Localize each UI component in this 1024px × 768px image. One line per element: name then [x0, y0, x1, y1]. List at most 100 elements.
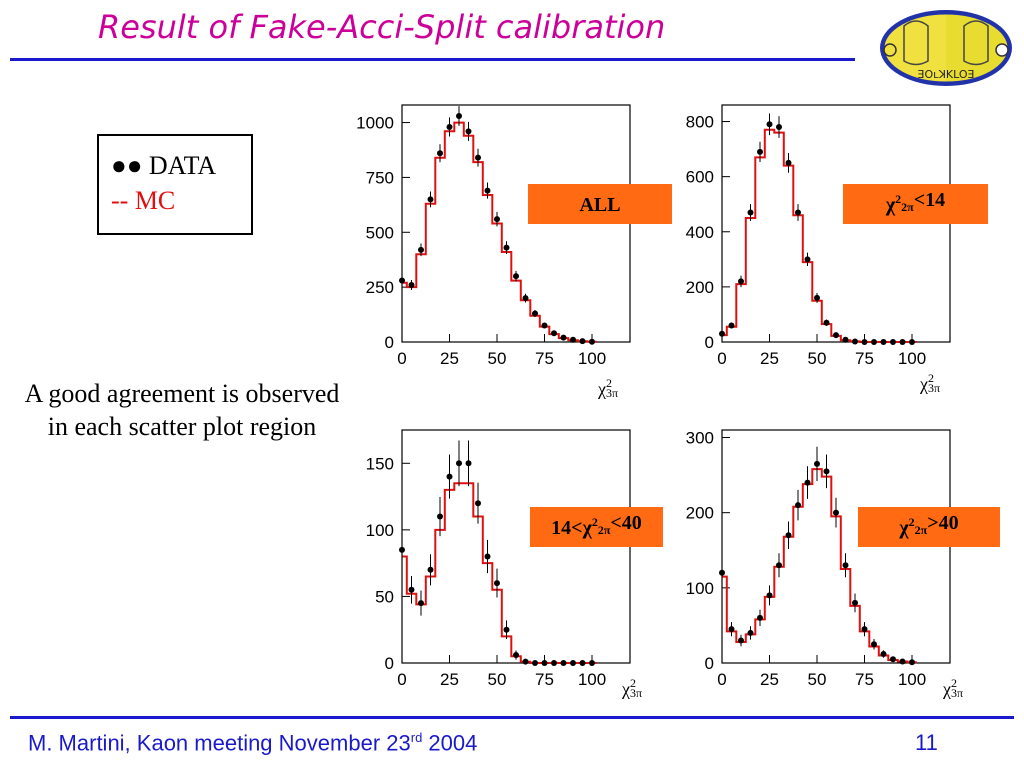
- chart-2-data-point: [738, 278, 744, 285]
- chart-2-data-point: [785, 159, 792, 166]
- chart-2-data-point: [719, 330, 725, 337]
- chart-2-cut-box: [843, 184, 988, 224]
- chart-1-data-point: [446, 123, 453, 130]
- chart-3-data-point: [522, 658, 529, 665]
- slide-title: Result of Fake-Acci-Split calibration: [98, 8, 666, 46]
- chart-2-data-point: [880, 339, 887, 345]
- chart-2-data-point: [861, 339, 868, 345]
- chart-3-data-point: [494, 580, 500, 587]
- chart-3-xtick-label: 75: [535, 670, 554, 689]
- chart-1-xlabel: χ2 3π: [597, 376, 618, 400]
- chart-4-data-point: [899, 658, 906, 665]
- chart-2-data-point: [728, 322, 735, 329]
- chart-4-data-point: [909, 659, 915, 666]
- chart-4-data-point: [814, 460, 820, 467]
- chart-3-data-point: [475, 500, 481, 507]
- chart-3-data-point: [541, 660, 548, 666]
- chart-2-data-point: [804, 256, 811, 263]
- chart-2-data-point: [823, 319, 830, 326]
- chart-1-ytick-label: 500: [366, 223, 394, 242]
- chart-4-xtick-label: 25: [760, 670, 779, 689]
- chart-3-data-point: [513, 652, 519, 659]
- chart-4-data-point: [890, 656, 896, 663]
- chart-1-xtick-label: 100: [578, 349, 606, 368]
- chart-2-data-point: [871, 339, 877, 345]
- chart-4-data-point: [804, 479, 811, 486]
- chart-1-ytick-label: 750: [366, 168, 394, 187]
- chart-2-ytick-label: 600: [686, 168, 714, 187]
- chart-1-xtick-label: 75: [535, 349, 554, 368]
- chart-1-ytick-label: 250: [366, 278, 394, 297]
- chart-3-data-point: [503, 626, 510, 633]
- chart-1-data-point: [570, 336, 576, 343]
- chart-3-xtick-label: 0: [397, 670, 406, 689]
- page-number: 11: [915, 730, 938, 755]
- chart-4-ytick-label: 100: [686, 579, 714, 598]
- chart-2-ytick-label: 200: [686, 278, 714, 297]
- chart-2-xtick-label: 100: [898, 349, 926, 368]
- chart-3-data-point: [570, 660, 576, 666]
- footer-rule: [10, 716, 1014, 719]
- chart-1-cut-box: [528, 184, 672, 224]
- chart-4-data-point: [795, 502, 801, 509]
- chart-4-data-point: [871, 641, 877, 648]
- chart-4-cut-label: χ22π>40: [898, 512, 958, 539]
- logo-text: ƎOʟꓘKLOƎ: [918, 68, 975, 81]
- chart-3-data-point: [437, 513, 443, 520]
- chart-1-cut-label: ALL: [579, 194, 620, 216]
- chart-3-data-point: [532, 660, 538, 666]
- chart-2-data-point: [899, 339, 906, 345]
- chart-2-xtick-label: 25: [760, 349, 779, 368]
- chart-2-data-point: [814, 294, 820, 301]
- chart-3-ytick-label: 50: [375, 587, 394, 606]
- chart-2-data-point: [833, 332, 839, 339]
- chart-3-data-point: [551, 660, 557, 666]
- legend-box: ●● DATA -- MC: [97, 134, 253, 235]
- chart-1-ytick-label: 1000: [356, 114, 394, 133]
- title-underline: [10, 58, 855, 61]
- chart-2-ytick-label: 800: [686, 113, 714, 132]
- chart-4-data-point: [757, 614, 763, 621]
- chart-1-data-point: [541, 322, 548, 329]
- chart-2-data-point: [890, 339, 896, 345]
- chart-2-xtick-label: 50: [808, 349, 827, 368]
- chart-3-data-point: [446, 473, 453, 480]
- chart-2-ytick-label: 0: [705, 333, 714, 352]
- chart-1-data-point: [456, 112, 462, 119]
- chart-1-xtick-label: 50: [488, 349, 507, 368]
- chart-4-data-point: [833, 509, 839, 516]
- chart-2-data-point: [747, 209, 754, 216]
- chart-3-ytick-label: 150: [366, 454, 394, 473]
- footer-meeting-text: M. Martini, Kaon meeting November 23: [28, 730, 411, 756]
- chart-1-data-point: [465, 128, 472, 135]
- chart-3-data-point: [465, 460, 472, 467]
- chart-2-xlabel: χ2 3π: [919, 371, 940, 395]
- chart-3-xtick-label: 50: [488, 670, 507, 689]
- chart-4-data-point: [785, 532, 792, 539]
- chart-1-ytick-label: 0: [385, 333, 394, 352]
- chart-1-data-point: [399, 277, 405, 284]
- chart-1-data-point: [484, 187, 491, 194]
- chart-3-data-point: [579, 660, 586, 666]
- chart-3-ytick-label: 100: [366, 521, 394, 540]
- chart-3-xtick-label: 25: [440, 670, 459, 689]
- chart-2-data-point: [909, 339, 915, 345]
- chart-3-xtick-label: 100: [578, 670, 606, 689]
- footer-author: M. Martini, Kaon meeting November 23rd 2…: [28, 730, 477, 756]
- chart-4-data-point: [747, 629, 754, 636]
- footer-year: 2004: [422, 730, 478, 756]
- chart-4-data-point: [766, 592, 773, 599]
- chart-1-data-point: [522, 295, 529, 302]
- chart-1-mc-series: [402, 121, 597, 343]
- chart-4-data-point: [842, 562, 849, 569]
- chart-4-data-point: [823, 468, 830, 475]
- chart-1-data-point: [551, 330, 557, 337]
- chart-1-data-point: [513, 273, 519, 280]
- chart-2-xtick-label: 75: [855, 349, 874, 368]
- chart-2-data-point: [795, 209, 801, 216]
- chart-4-ytick-label: 300: [686, 429, 714, 448]
- chart-3-data-point: [427, 566, 434, 573]
- chart-1-data-point: [579, 338, 586, 345]
- footer-date-sup: rd: [410, 730, 423, 745]
